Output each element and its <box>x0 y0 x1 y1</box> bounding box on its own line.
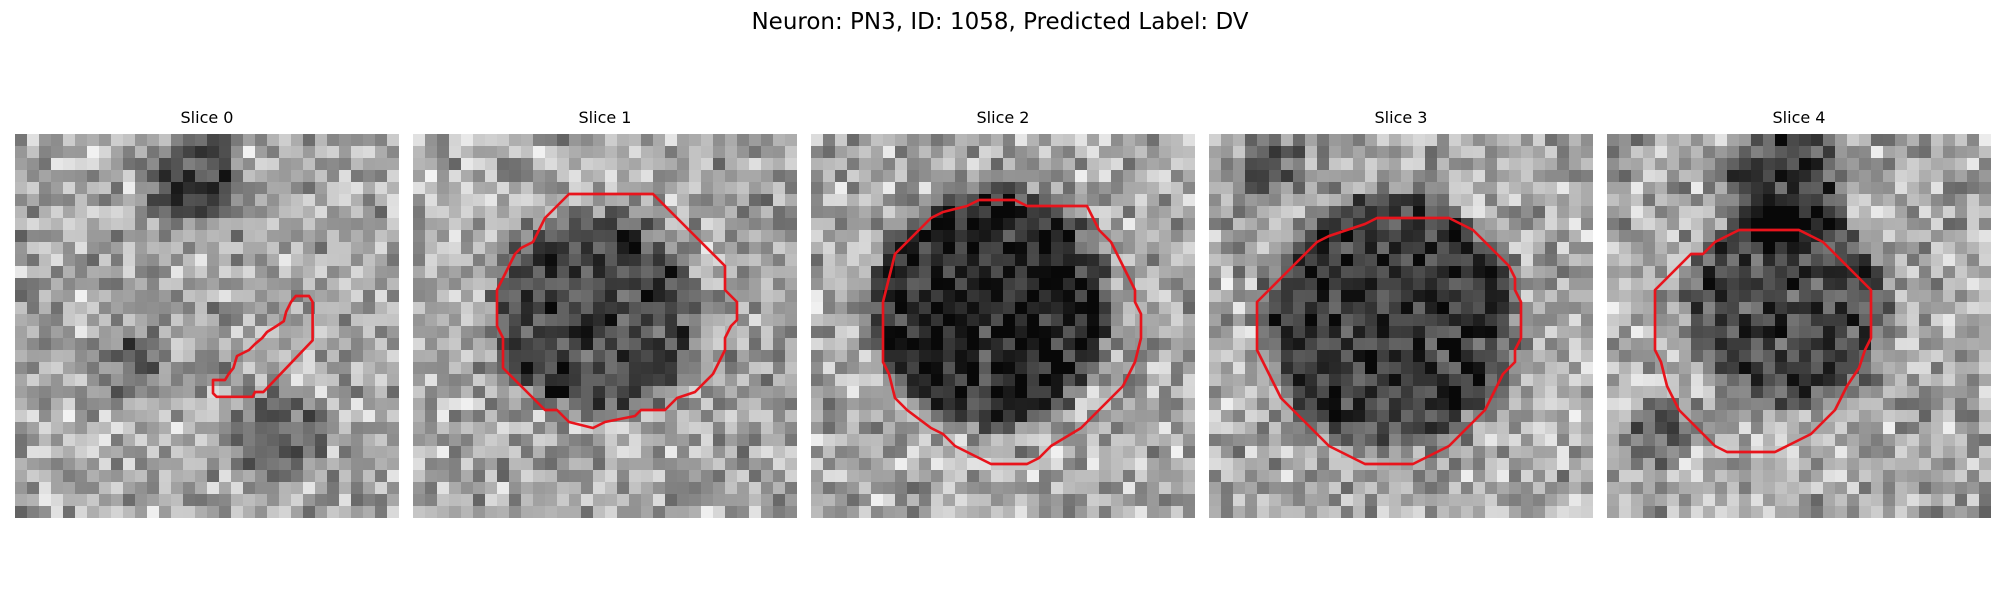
roi-contour <box>211 294 314 399</box>
slice-title: Slice 1 <box>578 108 632 127</box>
roi-contour <box>1255 216 1523 466</box>
roi-contour <box>881 198 1143 466</box>
slice-panel-4: Slice 4 <box>1607 108 1991 520</box>
figure-title: Neuron: PN3, ID: 1058, Predicted Label: … <box>751 9 1249 35</box>
slice-image <box>15 134 399 518</box>
pixel-grid <box>413 134 797 518</box>
slice-image <box>413 134 797 518</box>
pixel-grid <box>1607 134 1991 518</box>
slice-title: Slice 2 <box>976 108 1030 127</box>
slice-image <box>1209 134 1593 518</box>
slice-panel-0: Slice 0 <box>15 108 399 520</box>
slice-title: Slice 0 <box>180 108 234 127</box>
pixel-grid <box>811 134 1195 518</box>
slice-image <box>811 134 1195 518</box>
slice-image <box>1607 134 1991 518</box>
slice-panel-1: Slice 1 <box>413 108 797 520</box>
pixel-grid <box>1209 134 1593 518</box>
roi-contour <box>1653 228 1873 454</box>
pixel-grid <box>15 134 399 518</box>
slice-title: Slice 3 <box>1374 108 1428 127</box>
slice-panel-2: Slice 2 <box>811 108 1195 520</box>
roi-contour <box>495 192 739 430</box>
slice-title: Slice 4 <box>1772 108 1826 127</box>
slice-panel-3: Slice 3 <box>1209 108 1593 520</box>
